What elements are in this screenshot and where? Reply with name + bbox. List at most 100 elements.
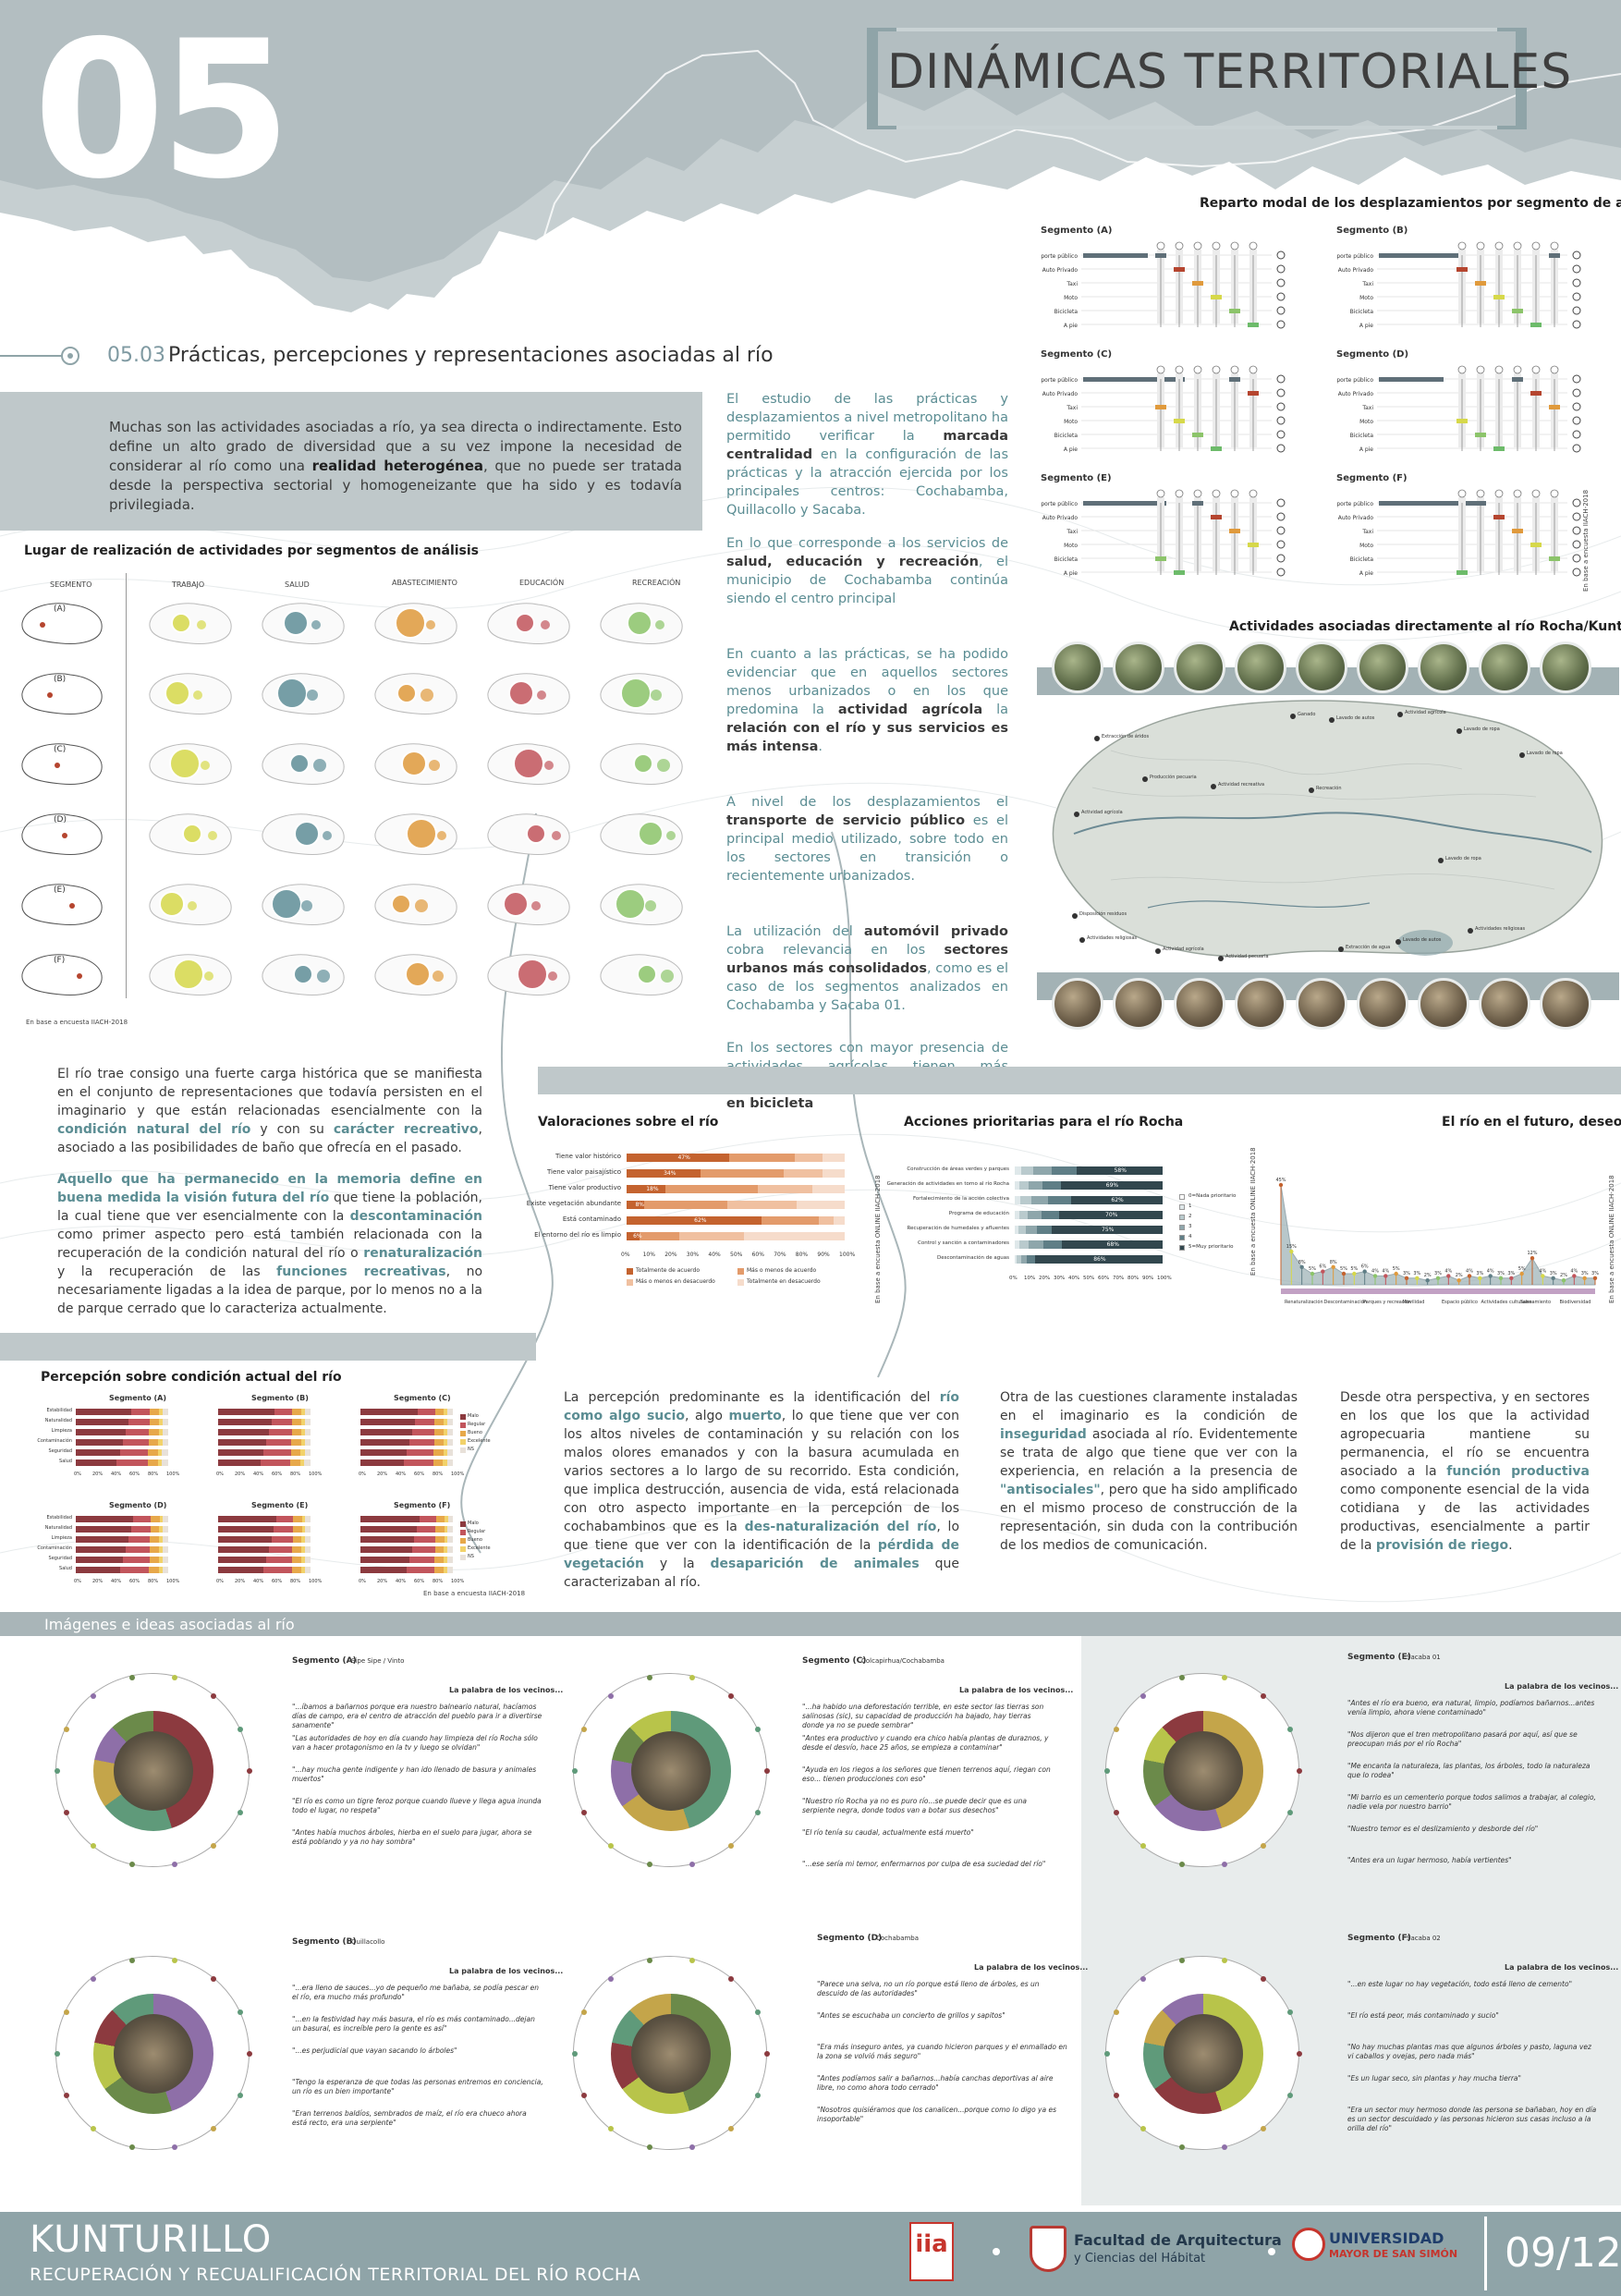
percepcion-bar-segment — [268, 1546, 293, 1553]
modal-mode-label: Transporte público — [1041, 501, 1078, 507]
modal-column-marker — [1494, 489, 1504, 498]
modal-segment-title: Segmento (A) — [1041, 226, 1113, 236]
idea-quote: "Parece una selva, no un río porque está… — [817, 1980, 1040, 1997]
percepcion-axis-tick: 20% — [377, 1579, 388, 1584]
idea-donut-tag-dot — [754, 1726, 761, 1732]
acciones-bar-label: 68% — [1106, 1241, 1119, 1248]
percepcion-bar-segment — [292, 1419, 301, 1425]
futuro-point — [1467, 1274, 1472, 1278]
percepcion-axis-tick: 60% — [414, 1472, 425, 1477]
images-section-title: Imágenes e ideas asociadas al río — [44, 1616, 295, 1633]
center-p3: En cuanto a las prácticas, se ha podido … — [726, 647, 1008, 754]
river-activity-photo — [1296, 978, 1347, 1030]
modal-mode-bar — [1211, 446, 1222, 451]
futuro-point — [1425, 1278, 1430, 1283]
percepcion-bar-segment — [305, 1419, 311, 1425]
transport-mode-icon — [1572, 568, 1581, 577]
futuro-point — [1498, 1276, 1504, 1280]
idea-donut-aerial-image — [1164, 2014, 1243, 2094]
modal-mode-label: Transporte público — [1336, 377, 1373, 384]
activity-intensity-circle — [637, 964, 657, 984]
percepcion-bar-segment — [162, 1449, 168, 1456]
col-header-segmento: SEGMENTO — [50, 580, 92, 589]
modal-column-marker — [1212, 365, 1221, 374]
river-activity-marker — [1290, 714, 1296, 719]
percepcion-axis-tick: 20% — [92, 1579, 104, 1584]
modal-segment-plot: Transporte público Auto Privado Taxi Moto Bi… — [1041, 489, 1286, 577]
percepcion-bar-segment — [147, 1459, 158, 1466]
percepcion-axis-tick: 0% — [74, 1472, 81, 1477]
idea-donut-tag-dot — [64, 1810, 70, 1816]
percepcion-segment-title: Segmento (E) — [251, 1501, 309, 1509]
percepcion-bar-segment — [275, 1516, 294, 1522]
idea-donut-tag-dot — [172, 1674, 178, 1680]
acciones-axis-tick: 80% — [1127, 1276, 1140, 1281]
activities-source: En base a encuesta IIACH-2018 — [26, 1019, 128, 1026]
futuro-point — [1383, 1274, 1388, 1278]
activity-intensity-circle — [293, 964, 313, 984]
percepcion-bar-segment — [301, 1409, 306, 1415]
percepcion-axis-tick: 20% — [92, 1472, 104, 1477]
idea-donut-tag-dot — [237, 1726, 243, 1732]
futuro-point — [1592, 1276, 1598, 1280]
river-activity-photo — [1479, 641, 1530, 693]
idea-quote: "No hay muchas plantas mas que algunos á… — [1347, 2043, 1591, 2060]
percepcion-axis-tick: 100% — [451, 1579, 465, 1584]
segment-outline — [21, 603, 103, 644]
modal-mode-label: Taxi — [1066, 281, 1078, 287]
modal-mode-bar — [1549, 405, 1560, 409]
valor-axis-tick: 30% — [686, 1252, 700, 1258]
futuro-point — [1561, 1278, 1566, 1283]
futuro-value-label: 3% — [1413, 1271, 1420, 1276]
idea-donut-tag-dot — [689, 1957, 696, 1963]
river-activity-marker — [1094, 736, 1100, 741]
modal-mode-bar — [1530, 391, 1542, 396]
idea-donut-tag-dot — [237, 2093, 243, 2099]
acciones-bar-segment — [1062, 1240, 1163, 1249]
percepcion-bar-segment — [444, 1546, 448, 1553]
river-activity-marker — [1468, 928, 1473, 934]
activity-cell-map — [487, 954, 570, 995]
percepcion-legend-label: Bueno — [468, 1430, 482, 1435]
idea-donut-tag-dot — [1114, 2093, 1120, 2099]
modal-column-marker — [1550, 365, 1559, 374]
acciones-axis-tick: 20% — [1039, 1276, 1051, 1281]
transport-mode-icon — [1276, 430, 1286, 439]
charts-strip-band — [538, 1067, 1621, 1094]
idea-quote: "Tengo la esperanza de que todas las per… — [292, 2078, 543, 2095]
modal-mode-bar — [1456, 570, 1468, 575]
activity-cell-map — [149, 603, 232, 644]
idea-segment-place: Colcapirhua/Cochabamba — [861, 1657, 945, 1665]
section-title: Prácticas, percepciones y representacion… — [168, 344, 774, 367]
activity-secondary-circle — [433, 971, 444, 982]
percepcion-bar-segment — [150, 1536, 160, 1543]
intro-paragraph: Muchas son las actividades asociadas a r… — [109, 418, 682, 515]
futuro-value-label: 3% — [1403, 1271, 1410, 1276]
acciones-axis-tick: 30% — [1054, 1276, 1066, 1281]
acciones-bar-segment — [1015, 1166, 1021, 1175]
modal-mode-label: Moto — [1359, 419, 1373, 425]
activity-intensity-circle — [401, 751, 427, 776]
percepcion-bar-segment — [158, 1429, 163, 1435]
transport-mode-icon — [1276, 250, 1286, 260]
futuro-category-label: Renaturalización — [1285, 1299, 1323, 1305]
memory-p1: El río trae consigo una fuerte carga his… — [57, 1067, 482, 1155]
percepcion-axis-tick: 100% — [166, 1579, 180, 1584]
valor-legend-label: Más o menos de acuerdo — [747, 1267, 817, 1274]
futuro-point — [1572, 1274, 1577, 1278]
transport-mode-icon — [1572, 264, 1581, 274]
idea-donut-tag-dot — [727, 1692, 734, 1699]
page-title: DINÁMICAS TERRITORIALES — [887, 44, 1573, 100]
percepcion-bar-segment — [131, 1409, 150, 1415]
activity-cell-map — [487, 673, 570, 714]
percepcion-bar-segment — [133, 1516, 152, 1522]
percepcion-row-label: Estabilidad — [46, 1408, 72, 1413]
percepcion-bar-segment — [360, 1516, 420, 1522]
idea-donut-tag-dot — [247, 1768, 252, 1774]
valor-bar-segment — [627, 1201, 644, 1209]
transport-mode-icon — [1276, 526, 1286, 535]
acciones-row-label: Programa de educación — [948, 1211, 1009, 1216]
activity-cell-outline — [149, 673, 232, 714]
idea-donut-tag-dot — [1140, 1692, 1147, 1699]
percepcion-bar-segment — [148, 1439, 159, 1446]
